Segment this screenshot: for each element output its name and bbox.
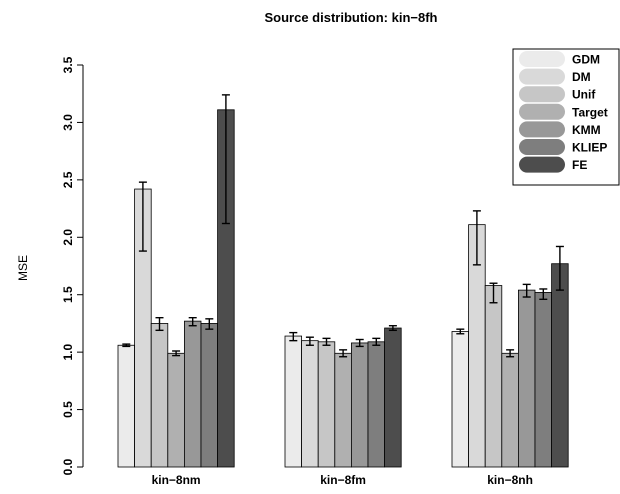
- y-tick-label: 0.5: [61, 401, 75, 418]
- legend-swatch: [519, 121, 565, 138]
- bar-kmm-2: [350, 342, 369, 468]
- legend-label: Unif: [572, 88, 596, 102]
- bar-target-1: [167, 352, 185, 468]
- y-tick-label: 1.5: [61, 286, 75, 303]
- bar-kliep-1: [200, 323, 219, 468]
- bar-gdm-3: [451, 331, 470, 468]
- x-tick-label: kin−8fm: [320, 473, 366, 487]
- bar-gdm-2: [284, 335, 303, 468]
- legend-label: Target: [572, 105, 608, 119]
- y-tick-label: 2.5: [61, 171, 75, 188]
- bar-unif-3: [484, 285, 503, 468]
- bar-fe-2: [384, 327, 402, 468]
- chart-title: Source distribution: kin−8fh: [265, 10, 438, 25]
- legend-label: KLIEP: [572, 141, 607, 155]
- y-axis-ticks: 0.0 0.5 1.0 1.5 2.0 2.5 3.0 3.5: [61, 56, 83, 475]
- bar-groups: [117, 109, 569, 468]
- bar-dm-2: [301, 340, 319, 468]
- legend-label: KMM: [572, 123, 601, 137]
- bar-kmm-1: [183, 320, 202, 468]
- x-tick-label: kin−8nm: [152, 473, 201, 487]
- bar-target-2: [334, 352, 352, 468]
- y-tick-label: 1.0: [61, 343, 75, 360]
- legend-label: GDM: [572, 53, 600, 67]
- x-axis-labels: kin−8nm kin−8fm kin−8nh: [152, 473, 533, 487]
- y-tick-label: 3.5: [61, 56, 75, 73]
- bar-kliep-2: [367, 341, 386, 468]
- bar-kmm-3: [518, 289, 536, 468]
- error-bars: [122, 94, 564, 358]
- legend-swatch: [519, 68, 565, 85]
- y-tick-label: 2.0: [61, 229, 75, 246]
- y-tick-label: 0.0: [61, 458, 75, 475]
- bar-target-3: [501, 352, 519, 468]
- bar-gdm-1: [117, 344, 136, 468]
- legend: GDM DM Unif Target KMM KLIEP FE: [512, 48, 620, 186]
- legend-swatch: [519, 139, 565, 155]
- y-axis-label: MSE: [16, 255, 30, 281]
- y-tick-label: 3.0: [61, 114, 75, 131]
- x-tick-label: kin−8nh: [487, 473, 533, 487]
- legend-swatch: [519, 86, 565, 103]
- legend-label: FE: [572, 158, 587, 172]
- legend-label: DM: [572, 70, 591, 84]
- bar-unif-2: [317, 341, 336, 468]
- legend-swatch: [519, 103, 565, 120]
- bar-unif-1: [150, 323, 169, 468]
- bar-kliep-3: [534, 292, 553, 468]
- bar-fe-3: [551, 263, 569, 468]
- legend-swatch: [519, 156, 565, 173]
- legend-swatch: [519, 51, 565, 67]
